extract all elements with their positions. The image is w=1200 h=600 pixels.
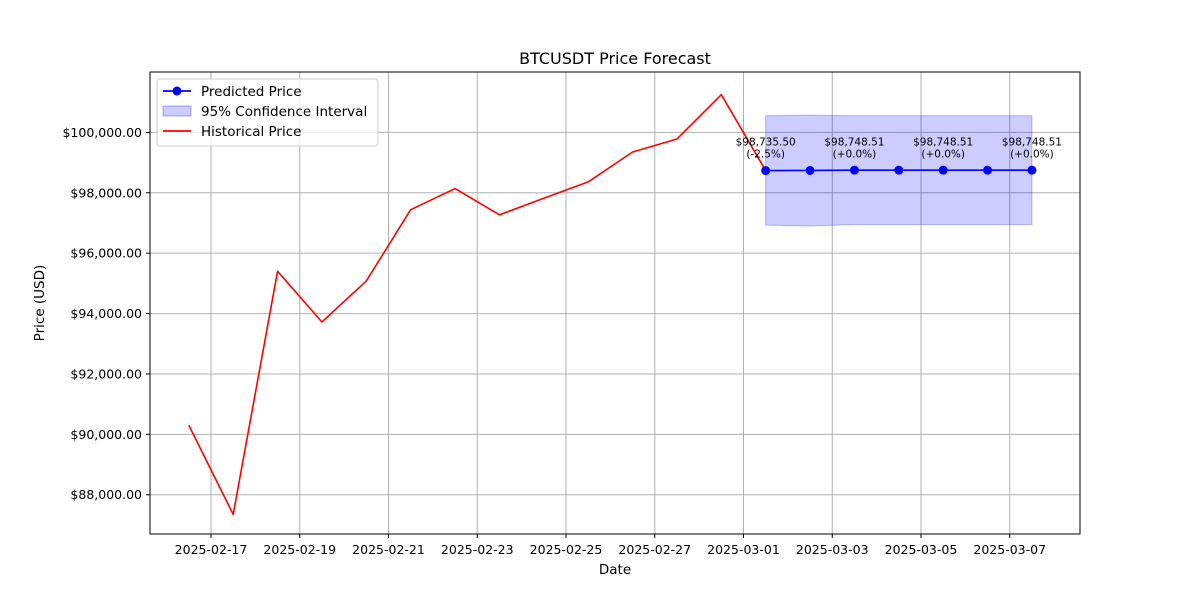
predicted-price-marker (761, 166, 771, 176)
predicted-price-marker (983, 165, 993, 175)
x-axis-label: Date (599, 562, 631, 578)
y-tick-label: $100,000.00 (62, 125, 142, 140)
legend: Predicted Price 95% Confidence Interval … (156, 78, 379, 147)
predicted-price-marker (894, 165, 904, 175)
x-tick-label: 2025-02-17 (175, 542, 248, 557)
annotation-change: (+0.0%) (921, 149, 965, 161)
x-tick-label: 2025-02-19 (263, 542, 336, 557)
annotation-change: (+0.0%) (1010, 149, 1054, 161)
y-tick-label: $94,000.00 (70, 306, 142, 321)
y-tick-label: $90,000.00 (70, 427, 142, 442)
x-tick-label: 2025-02-27 (618, 542, 691, 557)
predicted-price-marker (938, 165, 948, 175)
grid-lines (150, 72, 1080, 534)
series-markers-layer (761, 165, 1037, 176)
legend-box (156, 78, 379, 147)
y-axis-label: Price (USD) (32, 265, 48, 342)
annotation-price: $98,748.51 (1002, 137, 1062, 149)
plot-frame (149, 71, 1081, 535)
y-tick-label: $98,000.00 (70, 185, 142, 200)
y-tick-label: $88,000.00 (70, 487, 142, 502)
legend-predicted-marker-swatch (172, 86, 182, 96)
x-tick-label: 2025-02-23 (441, 542, 514, 557)
y-tick-label: $92,000.00 (70, 366, 142, 381)
chart-title: BTCUSDT Price Forecast (519, 49, 711, 68)
legend-confidence-interval-label: 95% Confidence Interval (201, 104, 367, 120)
annotation-price: $98,735.50 (736, 137, 796, 149)
annotation-change: (-2.5%) (746, 149, 785, 161)
legend-historical-price-label: Historical Price (201, 124, 301, 140)
x-tick-label: 2025-03-03 (796, 542, 869, 557)
predicted-price-marker (805, 165, 815, 175)
x-axis-ticks: 2025-02-17 2025-02-19 2025-02-21 2025-02-23… (175, 534, 1046, 557)
y-axis-ticks: $88,000.00 $90,000.00 $92,000.00 $94,000.00… (62, 125, 150, 502)
x-tick-label: 2025-03-01 (707, 542, 780, 557)
legend-confidence-interval-swatch (162, 105, 192, 117)
x-tick-label: 2025-02-25 (530, 542, 603, 557)
annotations-layer: $98,735.50(-2.5%)$98,748.51(+0.0%)$98,74… (736, 137, 1062, 161)
annotation-change: (+0.0%) (833, 149, 877, 161)
predicted-price-marker (1027, 165, 1037, 175)
x-tick-label: 2025-03-05 (885, 542, 958, 557)
annotation-price: $98,748.51 (824, 137, 884, 149)
predicted-price-marker (849, 165, 859, 175)
legend-predicted-price-label: Predicted Price (201, 84, 302, 100)
historical-price-line (188, 93, 767, 516)
x-tick-label: 2025-03-07 (973, 542, 1046, 557)
y-tick-label: $96,000.00 (70, 246, 142, 261)
x-tick-label: 2025-02-21 (352, 542, 425, 557)
annotation-price: $98,748.51 (913, 137, 973, 149)
